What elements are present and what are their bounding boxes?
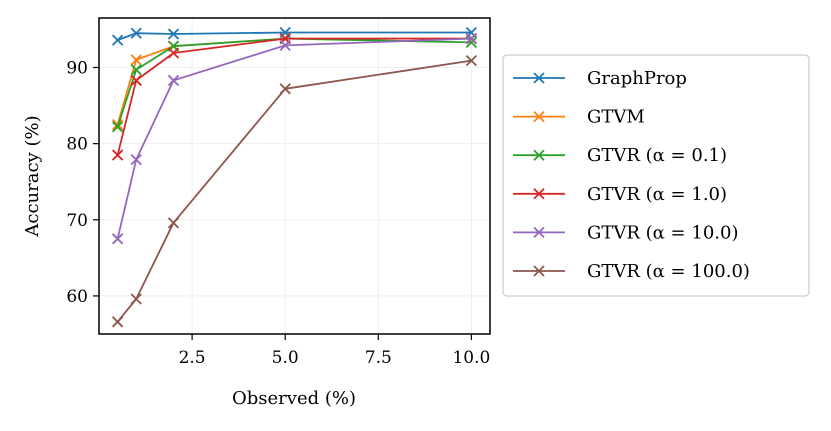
- y-axis-title: Accuracy (%): [22, 115, 43, 237]
- legend-swatch-marker: [533, 265, 545, 277]
- series-3: [111, 32, 478, 161]
- legend-label: GTVR (α = 100.0): [587, 261, 750, 282]
- legend-entry-5: GTVR (α = 100.0): [513, 261, 750, 282]
- legend-entry-2: GTVR (α = 0.1): [513, 145, 727, 166]
- series-1: [111, 32, 478, 131]
- legend-label: GTVR (α = 0.1): [587, 145, 727, 166]
- data-point-marker: [130, 54, 142, 66]
- data-point-marker: [167, 47, 180, 59]
- x-tick-label: 7.5: [365, 348, 392, 368]
- legend-swatch-marker: [533, 72, 545, 84]
- x-tick-label: 2.5: [179, 348, 206, 368]
- y-tick-label: 60: [66, 287, 88, 307]
- legend: GraphProp GTVM GTVR (α = 0.1) GTVR (α = 1.0…: [502, 54, 810, 297]
- series-layer: [111, 26, 478, 328]
- grid-layer: [99, 18, 490, 334]
- series-0: [111, 26, 478, 46]
- data-point-marker: [130, 27, 142, 39]
- y-tick-label: 80: [66, 135, 88, 155]
- legend-label: GraphProp: [587, 68, 687, 89]
- legend-label: GTVR (α = 1.0): [587, 184, 727, 205]
- tick-layer: 2.5 5.0 7.5 10.0 60 70 80 90: [66, 58, 490, 368]
- data-point-marker: [130, 153, 142, 166]
- data-point-marker: [111, 149, 124, 161]
- data-point-marker: [130, 64, 142, 76]
- legend-box: [502, 54, 810, 297]
- series-line: [116, 59, 472, 323]
- data-point-marker: [279, 39, 291, 52]
- series-line: [116, 37, 472, 125]
- legend-entry-4: GTVR (α = 10.0): [513, 222, 738, 243]
- data-point-marker: [167, 74, 180, 87]
- y-tick-label: 70: [66, 211, 88, 231]
- legend-swatch-marker: [533, 226, 545, 239]
- legend-entry-1: GTVM: [513, 107, 645, 128]
- data-point-marker: [465, 55, 478, 67]
- data-point-marker: [465, 32, 478, 45]
- plot-frame: [98, 17, 491, 335]
- legend-swatch-marker: [533, 188, 545, 200]
- data-point-marker: [130, 293, 142, 305]
- data-point-marker: [130, 74, 142, 87]
- legend-swatch-marker: [533, 149, 545, 161]
- data-point-marker: [279, 83, 291, 95]
- x-axis-title: Observed (%): [232, 388, 356, 409]
- data-point-marker: [111, 316, 124, 328]
- data-point-marker: [111, 233, 124, 245]
- legend-label: GTVM: [587, 107, 645, 128]
- x-tick-label: 10.0: [452, 348, 490, 368]
- data-point-marker: [111, 34, 124, 46]
- series-5: [111, 55, 478, 328]
- data-point-marker: [111, 121, 124, 133]
- series-4: [111, 32, 478, 245]
- legend-swatch-marker: [533, 110, 545, 123]
- y-tick-label: 90: [66, 58, 88, 78]
- x-tick-label: 5.0: [272, 348, 299, 368]
- legend-label: GTVR (α = 10.0): [587, 222, 738, 243]
- legend-entry-0: GraphProp: [513, 68, 687, 89]
- data-point-marker: [167, 28, 180, 40]
- data-point-marker: [167, 217, 180, 229]
- legend-entry-3: GTVR (α = 1.0): [513, 184, 727, 205]
